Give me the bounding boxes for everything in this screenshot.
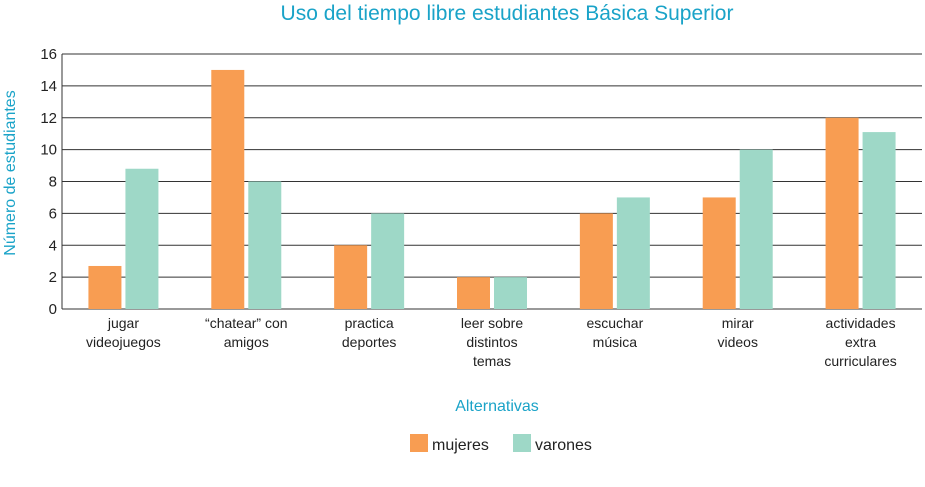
category-label: amigos: [224, 334, 269, 350]
y-tick-label: 6: [49, 205, 57, 222]
bar-varones-4: [616, 197, 650, 309]
bar-mujeres-5: [702, 197, 736, 309]
bar-varones-1: [248, 181, 282, 309]
category-label: temas: [473, 353, 511, 369]
category-label: distintos: [466, 334, 517, 350]
y-axis-title: Número de estudiantes: [2, 90, 19, 255]
bar-mujeres-0: [88, 265, 122, 309]
category-label: videojuegos: [86, 334, 161, 350]
y-tick-labels: 0 2 4 6 8 10 12 14 16: [40, 46, 57, 318]
y-tick-label: 12: [40, 110, 57, 127]
bar-varones-6: [862, 132, 896, 309]
bar-mujeres-2: [334, 245, 368, 309]
bar-varones-3: [494, 277, 527, 309]
bar-mujeres-6: [825, 117, 859, 309]
category-labels: jugar videojuegos “chatear” con amigos pract…: [86, 315, 897, 369]
category-label: actividades: [826, 315, 896, 331]
y-tick-label: 14: [40, 78, 57, 95]
legend-swatch-varones: [513, 434, 531, 452]
chart-title: Uso del tiempo libre estudiantes Básica …: [281, 2, 734, 25]
x-axis-title: Alternativas: [455, 398, 539, 415]
category-label: practica: [345, 315, 394, 331]
y-tick-label: 2: [49, 269, 57, 286]
y-tick-label: 8: [49, 174, 57, 191]
bars: [88, 69, 896, 309]
category-label: leer sobre: [461, 315, 523, 331]
category-label: deportes: [342, 334, 396, 350]
legend-swatch-mujeres: [410, 434, 428, 452]
y-tick-label: 4: [49, 237, 57, 254]
category-label: extra: [845, 334, 876, 350]
legend-label-mujeres: mujeres: [432, 437, 489, 454]
bar-varones-2: [371, 213, 405, 309]
category-label: videos: [717, 334, 757, 350]
category-label: escuchar: [586, 315, 643, 331]
bar-varones-5: [739, 149, 773, 309]
category-label: mirar: [722, 315, 754, 331]
category-label: jugar: [107, 315, 139, 331]
bar-mujeres-3: [457, 277, 490, 309]
category-label: “chatear” con: [205, 315, 287, 331]
category-label: curriculares: [824, 353, 896, 369]
gridlines: [61, 53, 922, 310]
bar-mujeres-4: [579, 213, 613, 309]
legend: mujeres varones: [410, 434, 592, 454]
y-tick-label: 10: [40, 142, 57, 159]
bar-mujeres-1: [211, 69, 245, 309]
y-tick-label: 16: [40, 46, 57, 63]
category-label: música: [593, 334, 638, 350]
bar-varones-0: [125, 168, 159, 309]
legend-label-varones: varones: [535, 437, 592, 454]
y-tick-label: 0: [49, 301, 57, 318]
